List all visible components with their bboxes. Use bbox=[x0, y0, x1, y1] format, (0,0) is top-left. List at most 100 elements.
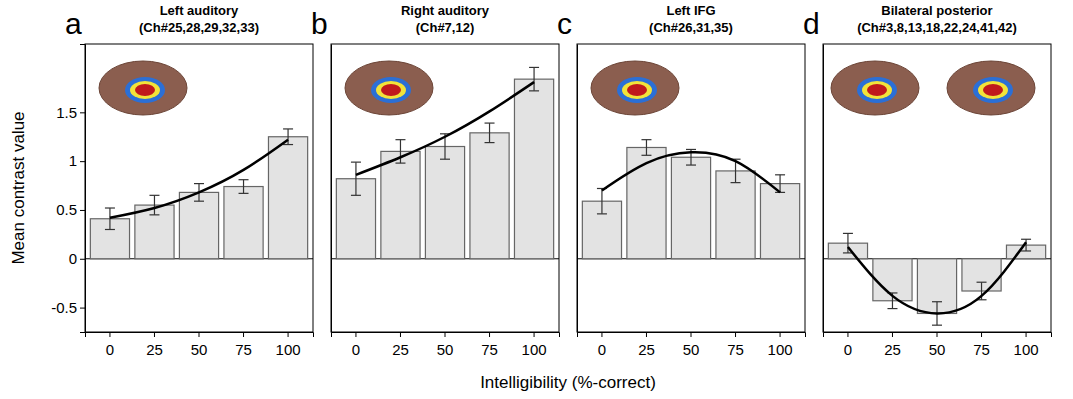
panel-subtitle: (Ch#25,28,29,32,33) bbox=[139, 20, 259, 35]
x-tick-label: 50 bbox=[437, 341, 454, 358]
bar bbox=[224, 187, 263, 259]
brain-shape bbox=[99, 61, 187, 115]
activation-core bbox=[135, 84, 155, 96]
fit-curve bbox=[848, 242, 1026, 313]
error-bar bbox=[149, 195, 159, 215]
error-bar-cap bbox=[485, 142, 495, 143]
activation-mid bbox=[130, 81, 160, 99]
panel-title: Left IFG bbox=[666, 3, 715, 18]
activation-mid bbox=[978, 81, 1008, 99]
panel: -0.500.511.50255075100Left auditory(Ch#2… bbox=[9, 3, 314, 358]
y-axis: -0.500.511.5 bbox=[51, 45, 85, 333]
brain-illustration bbox=[947, 61, 1035, 115]
x-tick: 0 bbox=[106, 332, 114, 358]
error-bar-cap bbox=[1021, 250, 1031, 251]
x-tick: 75 bbox=[481, 332, 498, 358]
x-axis-line bbox=[86, 333, 314, 338]
y-axis-title: Mean contrast value bbox=[9, 111, 28, 264]
x-tick-mark bbox=[445, 332, 446, 337]
error-bar bbox=[597, 188, 607, 213]
plot-area bbox=[577, 140, 805, 259]
fit-curve bbox=[110, 140, 288, 218]
x-tick: 0 bbox=[844, 332, 852, 358]
activation-outer bbox=[973, 77, 1013, 103]
error-bar-cap bbox=[597, 213, 607, 214]
plot-frame bbox=[823, 44, 1051, 332]
activation-core bbox=[867, 84, 887, 96]
y-tick-mark bbox=[80, 259, 85, 260]
error-bar-cap bbox=[239, 179, 249, 180]
x-tick-mark bbox=[288, 332, 289, 337]
error-bar bbox=[641, 140, 651, 156]
error-bar-cap bbox=[485, 122, 495, 123]
bar bbox=[716, 171, 755, 259]
y-axis-line bbox=[80, 45, 86, 333]
y-tick-label: 1.5 bbox=[56, 104, 77, 121]
x-tick-label: 100 bbox=[1014, 341, 1039, 358]
y-axis-line bbox=[823, 45, 824, 333]
activation-mid bbox=[376, 81, 406, 99]
activation-mid bbox=[862, 81, 892, 99]
panel-letter: d bbox=[803, 7, 820, 40]
x-tick-label: 25 bbox=[392, 341, 409, 358]
x-tick-mark bbox=[243, 332, 244, 337]
bar bbox=[179, 192, 218, 258]
panel-letter: b bbox=[311, 7, 328, 40]
error-bar-cap bbox=[105, 207, 115, 208]
bar bbox=[760, 184, 799, 259]
error-bar-cap bbox=[395, 163, 405, 164]
x-tick-label: 50 bbox=[929, 341, 946, 358]
x-tick-label: 0 bbox=[598, 341, 606, 358]
error-bar-cap bbox=[149, 195, 159, 196]
x-tick-mark bbox=[534, 332, 535, 337]
bar bbox=[381, 151, 420, 258]
x-tick-mark bbox=[780, 332, 781, 337]
x-tick: 25 bbox=[638, 332, 655, 358]
error-bar-stem bbox=[154, 195, 155, 215]
error-bar-stem bbox=[355, 162, 356, 195]
activation-outer bbox=[125, 77, 165, 103]
error-bar-cap bbox=[105, 229, 115, 230]
panel: 0255075100Left IFG(Ch#26,31,35)c bbox=[557, 3, 806, 358]
panel-letter: a bbox=[65, 7, 82, 40]
error-bar-cap bbox=[395, 139, 405, 140]
x-axis-line bbox=[824, 333, 1052, 338]
plot-frame bbox=[331, 44, 559, 332]
brain-shape bbox=[947, 61, 1035, 115]
x-tick-mark bbox=[109, 332, 110, 337]
y-tick: 0.5 bbox=[56, 201, 85, 218]
brain-shape bbox=[345, 61, 433, 115]
x-tick-label: 25 bbox=[884, 341, 901, 358]
x-tick-label: 75 bbox=[481, 341, 498, 358]
x-tick-mark bbox=[892, 332, 893, 337]
brain-illustration bbox=[591, 61, 679, 115]
x-tick-label: 75 bbox=[727, 341, 744, 358]
x-tick: 0 bbox=[352, 332, 360, 358]
x-tick-mark bbox=[355, 332, 356, 337]
y-tick: 1 bbox=[69, 152, 85, 169]
panel-subtitle: (Ch#26,31,35) bbox=[649, 20, 733, 35]
y-tick: 0 bbox=[69, 250, 85, 267]
x-axis-title: Intelligibility (%-correct) bbox=[480, 373, 656, 392]
x-tick-label: 75 bbox=[973, 341, 990, 358]
x-tick-mark bbox=[981, 332, 982, 337]
bar bbox=[671, 157, 710, 259]
error-bar-cap bbox=[149, 214, 159, 215]
brain-shape bbox=[831, 61, 919, 115]
bar bbox=[470, 133, 509, 259]
x-tick-mark bbox=[400, 332, 401, 337]
panel: 0255075100Bilateral posterior(Ch#3,8,13,… bbox=[803, 3, 1052, 358]
x-tick-mark bbox=[937, 332, 938, 337]
y-tick-mark bbox=[80, 161, 85, 162]
x-tick-label: 25 bbox=[638, 341, 655, 358]
x-axis: 0 25 50 75 100 bbox=[824, 332, 1052, 358]
y-tick: 1.5 bbox=[56, 104, 85, 121]
x-tick-mark bbox=[601, 332, 602, 337]
x-tick: 100 bbox=[768, 332, 793, 358]
error-bar-cap bbox=[529, 67, 539, 68]
x-tick-mark bbox=[646, 332, 647, 337]
x-axis: 0255075100 bbox=[332, 332, 560, 358]
error-bar-cap bbox=[529, 90, 539, 91]
error-bar-stem bbox=[533, 67, 534, 90]
fit-curve bbox=[602, 152, 780, 192]
